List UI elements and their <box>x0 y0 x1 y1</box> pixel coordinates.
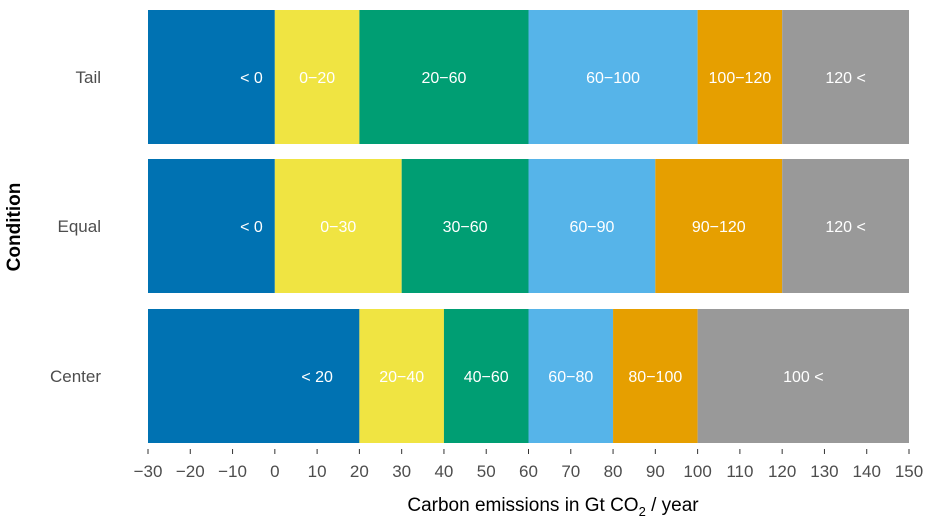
bar-segment-equal-0 <box>148 159 275 293</box>
x-tick-label: 50 <box>477 462 496 481</box>
x-axis-title-suffix: / year <box>646 495 699 516</box>
bin-label-center-5: 100 < <box>783 369 823 386</box>
y-tick-label-center: Center <box>50 367 101 386</box>
bin-label-center-0: < 20 <box>301 369 333 386</box>
x-axis-title-main: Carbon emissions in Gt CO <box>407 495 638 516</box>
x-tick-label: 150 <box>895 462 923 481</box>
bin-label-equal-0: < 0 <box>240 219 263 236</box>
bar-segment-equal-1 <box>274 159 402 293</box>
bar-segment-center-3 <box>528 309 614 443</box>
x-tick-label: 80 <box>604 462 623 481</box>
x-tick-label: 60 <box>519 462 538 481</box>
bar-segment-equal-4 <box>655 159 783 293</box>
bin-label-equal-5: 120 < <box>825 219 865 236</box>
bar-segment-tail-5 <box>782 10 909 144</box>
y-tick-label-equal: Equal <box>58 217 101 236</box>
x-tick-label: 110 <box>726 462 753 481</box>
bin-label-center-3: 60−80 <box>548 369 593 386</box>
bar-segment-equal-3 <box>528 159 656 293</box>
bin-label-tail-5: 120 < <box>825 70 865 87</box>
bin-label-equal-1: 0−30 <box>320 219 356 236</box>
bar-segment-center-1 <box>359 309 444 443</box>
bar-segment-center-0 <box>148 309 360 443</box>
x-tick-label: 130 <box>810 462 838 481</box>
x-tick-label: 20 <box>350 462 369 481</box>
bar-segment-center-2 <box>443 309 529 443</box>
bin-label-tail-4: 100−120 <box>709 70 772 87</box>
bin-label-tail-2: 20−60 <box>421 70 466 87</box>
bin-label-equal-3: 60−90 <box>569 219 614 236</box>
bar-segment-center-5 <box>697 309 909 443</box>
bin-label-tail-0: < 0 <box>240 70 263 87</box>
bar-segment-tail-2 <box>359 10 529 144</box>
bars-layer: < 0 0−20 20−60 60−100 100−120 120 < < 0 0−30 30−… <box>148 10 909 443</box>
x-axis-title: Carbon emissions in Gt CO2 / year <box>407 495 699 519</box>
x-tick-label: −20 <box>176 462 205 481</box>
bin-label-equal-2: 30−60 <box>443 219 488 236</box>
x-tick-label: −10 <box>218 462 247 481</box>
x-tick-label: 140 <box>853 462 881 481</box>
y-tick-labels: Tail Equal Center <box>50 68 101 386</box>
bar-segment-tail-3 <box>528 10 698 144</box>
x-tick-label: 120 <box>768 462 796 481</box>
y-axis-title: Condition <box>4 183 25 272</box>
bin-label-center-2: 40−60 <box>464 369 509 386</box>
bar-segment-equal-5 <box>782 159 909 293</box>
x-tick-label: 40 <box>434 462 453 481</box>
bar-segment-equal-2 <box>401 159 529 293</box>
bin-label-tail-3: 60−100 <box>586 70 640 87</box>
bar-segment-tail-4 <box>697 10 783 144</box>
x-tick-label: 10 <box>308 462 327 481</box>
x-tick-label: 30 <box>392 462 411 481</box>
x-tick-label: −30 <box>134 462 163 481</box>
x-axis: −30 −20 −10 0 10 20 30 40 50 60 70 80 90 100 110 120 130… <box>134 449 923 481</box>
x-tick-label: 90 <box>646 462 665 481</box>
bin-label-equal-4: 90−120 <box>692 219 746 236</box>
x-tick-label: 0 <box>270 462 279 481</box>
x-tick-label: 100 <box>683 462 711 481</box>
bin-label-center-1: 20−40 <box>379 369 424 386</box>
x-tick-label: 70 <box>561 462 580 481</box>
bin-label-tail-1: 0−20 <box>299 70 335 87</box>
bar-segment-center-4 <box>613 309 698 443</box>
bar-segment-tail-1 <box>274 10 360 144</box>
bin-label-center-4: 80−100 <box>628 369 682 386</box>
bar-segment-tail-0 <box>148 10 275 144</box>
x-axis-title-subscript: 2 <box>639 504 646 519</box>
y-tick-label-tail: Tail <box>75 68 101 87</box>
